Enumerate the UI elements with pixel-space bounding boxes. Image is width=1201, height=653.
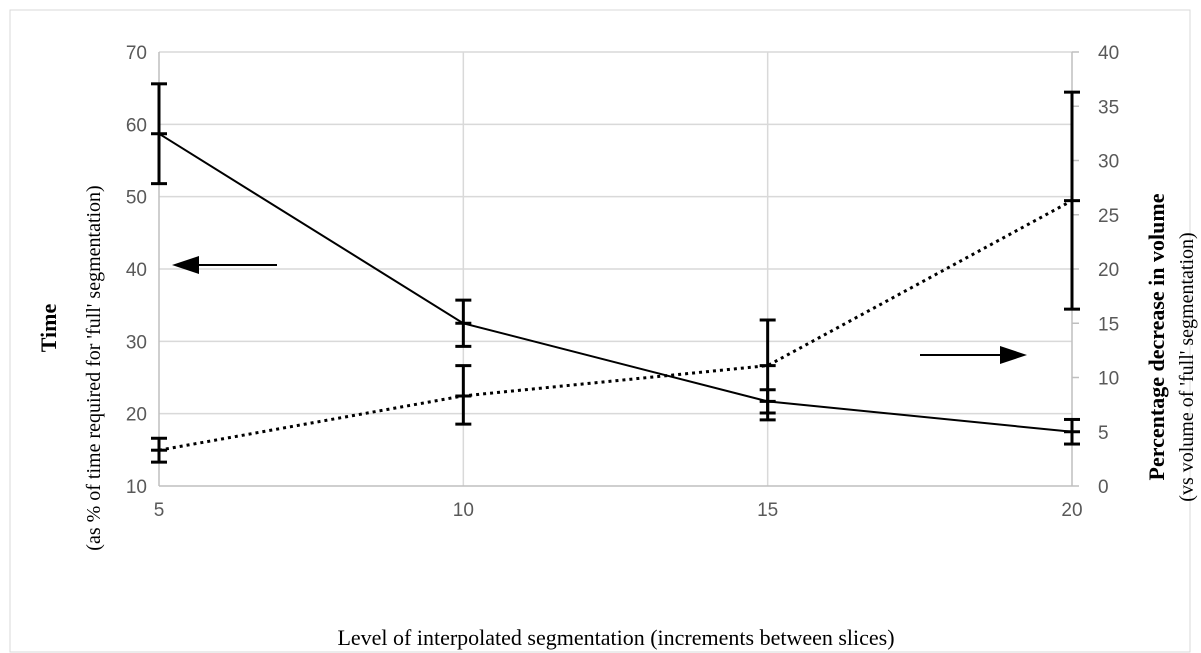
time-series-line xyxy=(158,132,1073,433)
right-axis-ticks: 0 5 10 15 20 25 30 35 40 xyxy=(1098,43,1119,498)
x-tick-label: 10 xyxy=(453,500,474,521)
right-tick-label: 10 xyxy=(1098,369,1119,390)
error-bars xyxy=(151,82,1080,464)
right-tick-label: 40 xyxy=(1098,43,1119,64)
x-tick-label: 5 xyxy=(154,500,165,521)
error-bar xyxy=(455,364,472,426)
x-tick-label: 20 xyxy=(1061,500,1082,521)
right-tick-label: 0 xyxy=(1098,477,1109,498)
left-tick-label: 60 xyxy=(126,115,147,136)
x-tick-label: 15 xyxy=(757,500,778,521)
left-axis-subtitle: (as % of time required for 'full' segmen… xyxy=(83,185,105,550)
right-tick-label: 5 xyxy=(1098,423,1109,444)
left-tick-label: 30 xyxy=(126,332,147,353)
chart-frame xyxy=(9,9,1191,653)
error-bar xyxy=(1064,417,1080,446)
left-axis-ticks: 10 20 30 40 50 60 70 xyxy=(126,43,147,498)
volume-series-line xyxy=(158,199,1073,452)
right-tick-label: 20 xyxy=(1098,260,1119,281)
series-lines xyxy=(158,132,1073,452)
left-tick-label: 50 xyxy=(126,188,147,209)
right-arrowhead xyxy=(1000,346,1027,364)
error-bar xyxy=(455,298,472,348)
right-axis-title: Percentage decrease in volume xyxy=(1144,193,1169,480)
annotation-arrows xyxy=(172,256,1027,364)
left-tick-label: 70 xyxy=(126,43,147,64)
right-tick-label: 35 xyxy=(1098,97,1119,118)
left-arrowhead xyxy=(172,256,199,274)
error-bar xyxy=(151,82,167,186)
error-bar xyxy=(151,436,167,464)
left-tick-label: 20 xyxy=(126,405,147,426)
x-axis-ticks: 5 10 15 20 xyxy=(154,500,1083,521)
left-tick-label: 10 xyxy=(126,477,147,498)
error-bar xyxy=(1064,90,1080,311)
right-tick-label: 30 xyxy=(1098,152,1119,173)
left-axis-title: Time xyxy=(36,304,61,353)
error-bar xyxy=(759,318,776,422)
gridlines xyxy=(159,51,1072,486)
right-tick-label: 15 xyxy=(1098,314,1119,335)
left-tick-label: 40 xyxy=(126,260,147,281)
right-tick-label: 25 xyxy=(1098,206,1119,227)
x-axis-title: Level of interpolated segmentation (incr… xyxy=(337,625,894,650)
right-axis-subtitle: (vs volume of 'full' segmentation) xyxy=(1176,232,1198,501)
